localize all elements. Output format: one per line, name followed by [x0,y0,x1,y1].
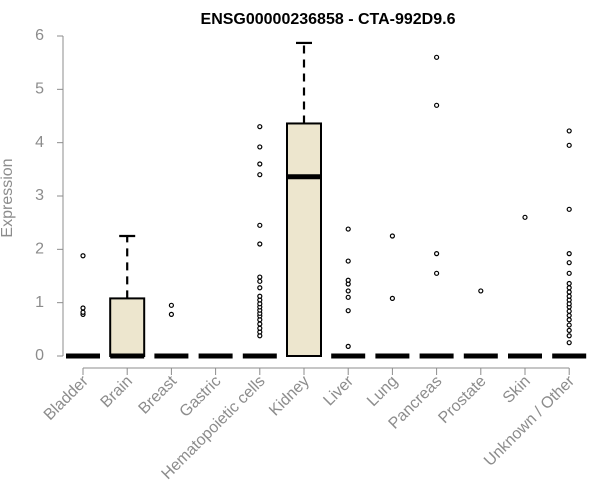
outlier-point [257,172,263,178]
outlier-point [566,270,572,276]
outlier-point [257,321,263,327]
x-tick-label: Lung [364,373,401,410]
x-tick-label: Liver [320,372,357,409]
box-group [375,233,410,359]
x-tick-label: Breast [136,372,181,417]
box-iqr [109,297,146,357]
outlier-point [566,260,572,266]
outlier-point [434,102,440,108]
outlier-point [80,253,86,259]
y-tick-label: 2 [35,241,44,258]
outlier-point [566,251,572,257]
box-group [331,226,366,359]
y-axis-label: Expression [0,158,16,237]
box-group [463,288,498,359]
outlier-point [257,241,263,247]
outlier-point [434,251,440,257]
outlier-point [566,322,572,328]
outlier-point [478,288,484,294]
outlier-point [257,325,263,331]
outlier-point [566,128,572,134]
box-group [109,234,146,359]
outlier-point [566,340,572,346]
outlier-point [434,54,440,60]
outlier-point [345,288,351,294]
box-group [552,128,587,359]
x-tick-label: Brain [98,373,136,411]
outlier-point [80,305,86,311]
outlier-point [566,333,572,339]
outlier-point [345,294,351,300]
box-group [286,41,322,358]
outlier-point [345,308,351,314]
outlier-point [434,270,440,276]
y-tick-label: 6 [35,27,44,44]
outlier-point [345,226,351,232]
y-tick-label: 4 [35,134,44,151]
outlier-point [257,144,263,150]
outlier-point [168,311,174,317]
outlier-point [257,278,263,284]
plot-area [66,41,587,359]
box-group [242,124,277,359]
outlier-point [345,258,351,264]
outlier-point [522,214,528,220]
outlier-point [345,343,351,349]
box-group [419,54,454,359]
y-tick-label: 5 [35,81,44,98]
outlier-point [566,327,572,333]
outlier-point [566,280,572,287]
outlier-point [566,285,572,291]
outlier-point [345,277,351,283]
y-tick-label: 3 [35,187,44,204]
box-group [154,302,189,359]
box-group [66,253,100,359]
outlier-point [389,295,395,301]
box-iqr [286,122,322,358]
outlier-point [566,142,572,148]
x-tick-label: Prostate [435,373,489,427]
outlier-point [566,289,572,295]
x-tick-label: Bladder [41,372,92,423]
box-group [508,214,542,359]
chart-title: ENSG00000236858 - CTA-992D9.6 [201,11,456,28]
outlier-point [257,293,263,299]
outlier-point [389,233,395,239]
outlier-point [168,302,174,308]
outlier-point [80,309,86,315]
x-tick-label: Kidney [266,373,313,420]
outlier-point [566,312,572,319]
y-tick-label: 0 [35,347,44,364]
outlier-point [257,285,263,291]
outlier-point [566,206,572,212]
y-axis: 0 1 2 3 4 5 6 [35,27,64,364]
outlier-point [566,317,572,323]
outlier-point [257,222,263,228]
outlier-point [566,308,572,314]
outlier-point [257,274,263,280]
outlier-point [566,293,572,299]
outlier-point [257,124,263,130]
outlier-point [257,161,263,167]
y-tick-label: 1 [35,294,44,311]
x-tick-label: Skin [500,373,534,407]
